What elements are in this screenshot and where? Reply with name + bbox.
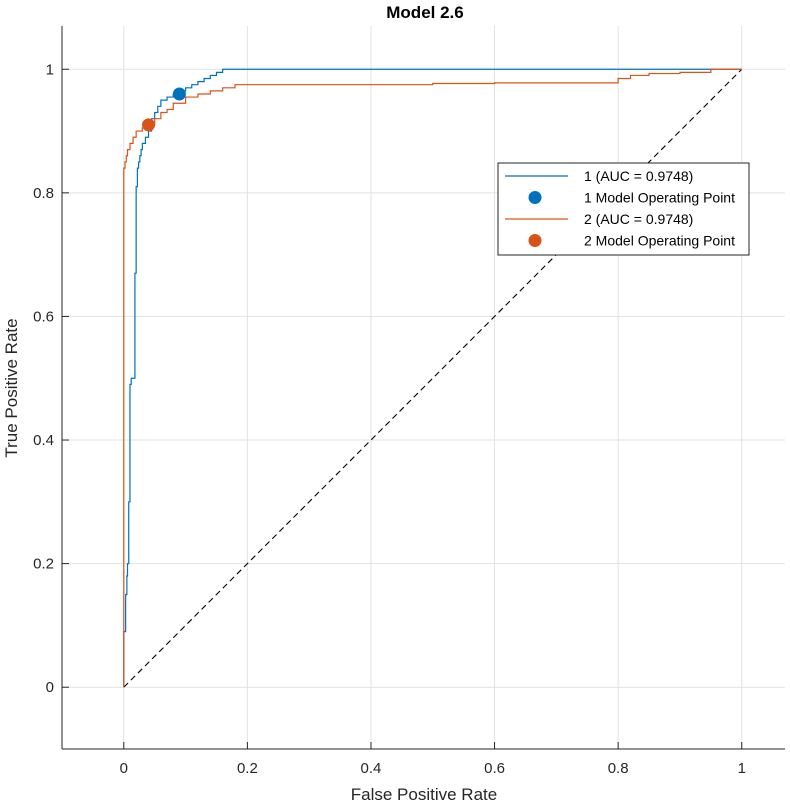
x-tick-label-5: 1 — [738, 760, 746, 777]
operating-point-1 — [172, 87, 186, 101]
y-tick-label-2: 0.4 — [33, 432, 54, 449]
chart-title: Model 2.6 — [386, 3, 463, 22]
series-group — [123, 68, 743, 688]
legend: 1 (AUC = 0.9748) 1 Model Operating Point 2… — [497, 162, 750, 256]
legend-label-1: 1 Model Operating Point — [584, 190, 735, 206]
x-tick-label-1: 0.2 — [237, 760, 258, 777]
legend-label-2: 2 (AUC = 0.9748) — [584, 211, 693, 227]
legend-marker-1 — [528, 191, 542, 204]
x-tick-label-4: 0.8 — [608, 760, 629, 777]
axes — [61, 26, 785, 750]
y-tick-label-4: 0.8 — [33, 185, 54, 202]
y-axis-label: True Positive Rate — [2, 318, 21, 457]
roc-curve-2 — [123, 68, 742, 688]
chance-line — [123, 68, 743, 688]
y-tick-label-5: 1 — [46, 61, 54, 78]
legend-label-3: 2 Model Operating Point — [584, 233, 735, 249]
y-tick-label-3: 0.6 — [33, 308, 54, 325]
x-tick-label-2: 0.4 — [361, 760, 382, 777]
legend-label-0: 1 (AUC = 0.9748) — [584, 168, 693, 184]
x-axis-label: False Positive Rate — [351, 785, 497, 802]
tick-labels: 0 0.2 0.4 0.6 0.8 1 0 0.2 0.4 0.6 0.8 1 — [33, 61, 746, 777]
grid — [62, 26, 785, 749]
roc-curve-0 — [123, 68, 742, 688]
legend-marker-3 — [528, 234, 542, 247]
y-tick-label-0: 0 — [46, 679, 54, 696]
operating-point-3 — [142, 118, 156, 132]
x-tick-label-0: 0 — [120, 760, 128, 777]
x-tick-label-3: 0.6 — [484, 760, 505, 777]
y-tick-label-1: 0.2 — [33, 556, 54, 573]
